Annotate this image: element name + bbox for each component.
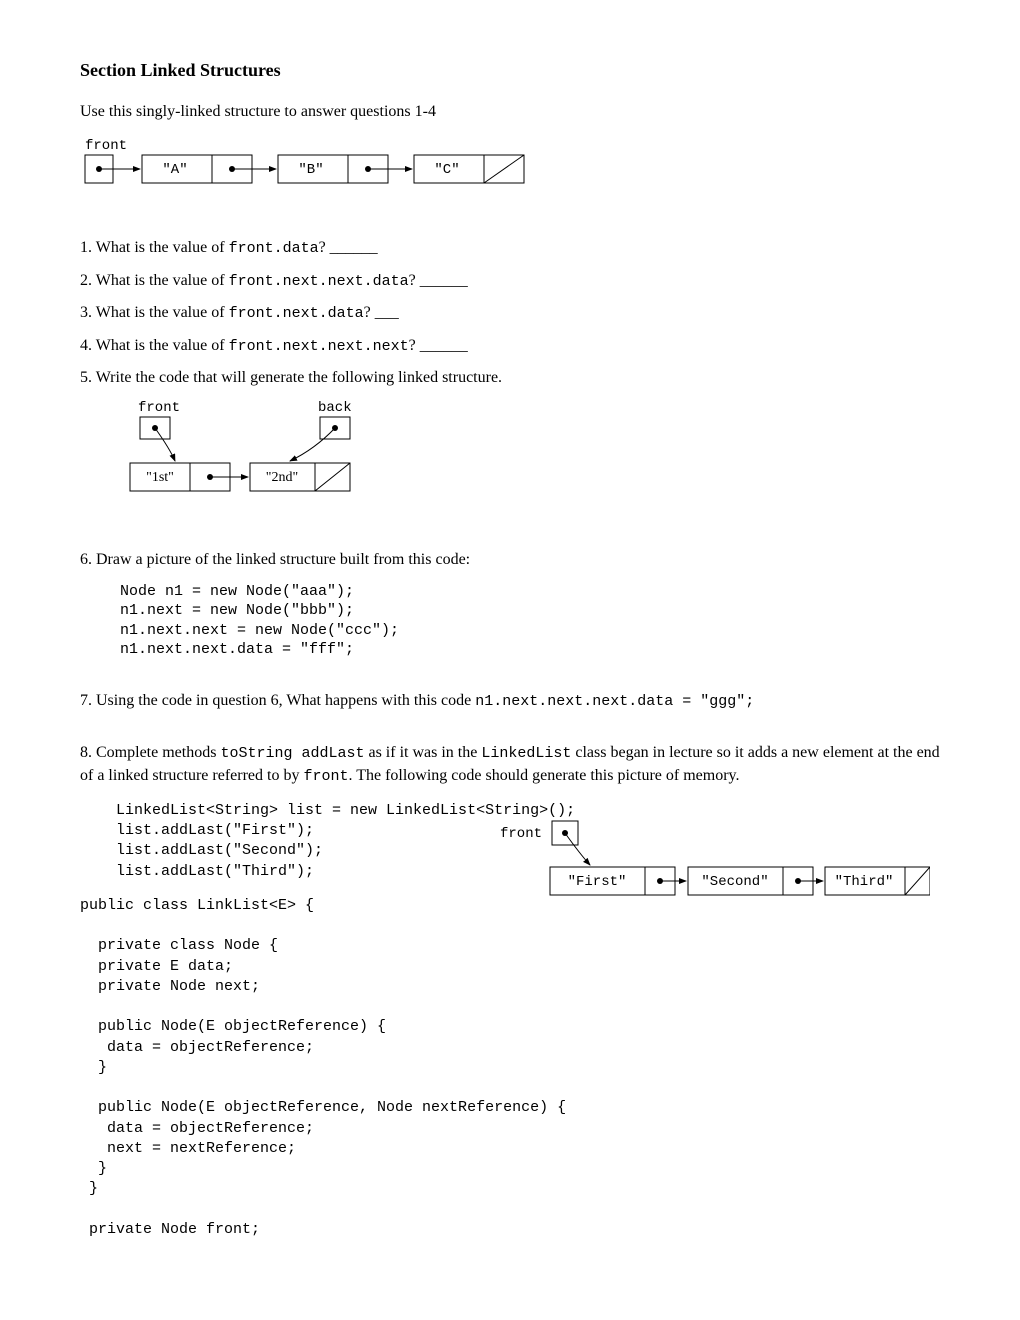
q2-suffix: ? ______ (409, 272, 468, 289)
q8-code-1: toString addLast (220, 745, 364, 762)
node-first-label: "First" (568, 874, 627, 890)
front-label-2: front (138, 400, 180, 416)
linked-list-svg-2: front back "1st" "2nd" (120, 399, 420, 499)
question-2: 2. What is the value of front.next.next.… (80, 270, 940, 292)
back-label: back (318, 400, 352, 416)
intro-text: Use this singly-linked structure to answ… (80, 101, 940, 123)
diagram-1: front "A" "B" "C" (80, 137, 940, 197)
question-1: 1. What is the value of front.data? ____… (80, 237, 940, 259)
front-label-3: front (500, 826, 542, 842)
q8-text-b: as if it was in the (364, 744, 481, 761)
q2-code: front.next.next.data (229, 273, 409, 290)
q2-prefix: 2. What is the value of (80, 272, 229, 289)
q1-code: front.data (229, 240, 319, 257)
node-a-label: "A" (162, 162, 187, 178)
q4-code: front.next.next.next (229, 338, 409, 355)
question-6: 6. Draw a picture of the linked structur… (80, 549, 940, 571)
q3-prefix: 3. What is the value of (80, 304, 229, 321)
q8-code-and-diagram: LinkedList<String> list = new LinkedList… (80, 801, 940, 1240)
question-8: 8. Complete methods toString addLast as … (80, 742, 940, 787)
node-b-label: "B" (298, 162, 323, 178)
node-second-label: "Second" (701, 874, 768, 890)
linked-list-svg-3: front "First" "Second" "Third" (500, 819, 930, 899)
q8-code-3: front (303, 768, 348, 785)
q3-suffix: ? ___ (364, 304, 399, 321)
node-1st-label: "1st" (146, 470, 174, 485)
linked-list-svg-1: front "A" "B" "C" (80, 137, 560, 197)
question-7: 7. Using the code in question 6, What ha… (80, 690, 940, 712)
node-c-label: "C" (434, 162, 459, 178)
section-title: Section Linked Structures (80, 60, 940, 81)
node-2nd-label: "2nd" (266, 470, 298, 485)
q4-suffix: ? ______ (409, 337, 468, 354)
q1-suffix: ? ______ (319, 239, 378, 256)
diagram-2: front back "1st" "2nd" (120, 399, 940, 499)
q7-code: n1.next.next.next.data = "ggg"; (475, 693, 754, 710)
q8-code-2: LinkedList (481, 745, 571, 762)
code-block-6: Node n1 = new Node("aaa"); n1.next = new… (120, 582, 940, 660)
code-block-8b: public class LinkList<E> { private class… (80, 896, 940, 1240)
q8-text-a: 8. Complete methods (80, 744, 220, 761)
q3-code: front.next.data (229, 305, 364, 322)
question-4: 4. What is the value of front.next.next.… (80, 335, 940, 357)
front-label: front (85, 138, 127, 154)
q7-prefix: 7. Using the code in question 6, What ha… (80, 692, 475, 709)
q1-prefix: 1. What is the value of (80, 239, 229, 256)
question-3: 3. What is the value of front.next.data?… (80, 302, 940, 324)
q4-prefix: 4. What is the value of (80, 337, 229, 354)
question-5: 5. Write the code that will generate the… (80, 367, 940, 389)
q8-text-d: . The following code should generate thi… (348, 767, 739, 784)
node-third-label: "Third" (835, 874, 894, 890)
